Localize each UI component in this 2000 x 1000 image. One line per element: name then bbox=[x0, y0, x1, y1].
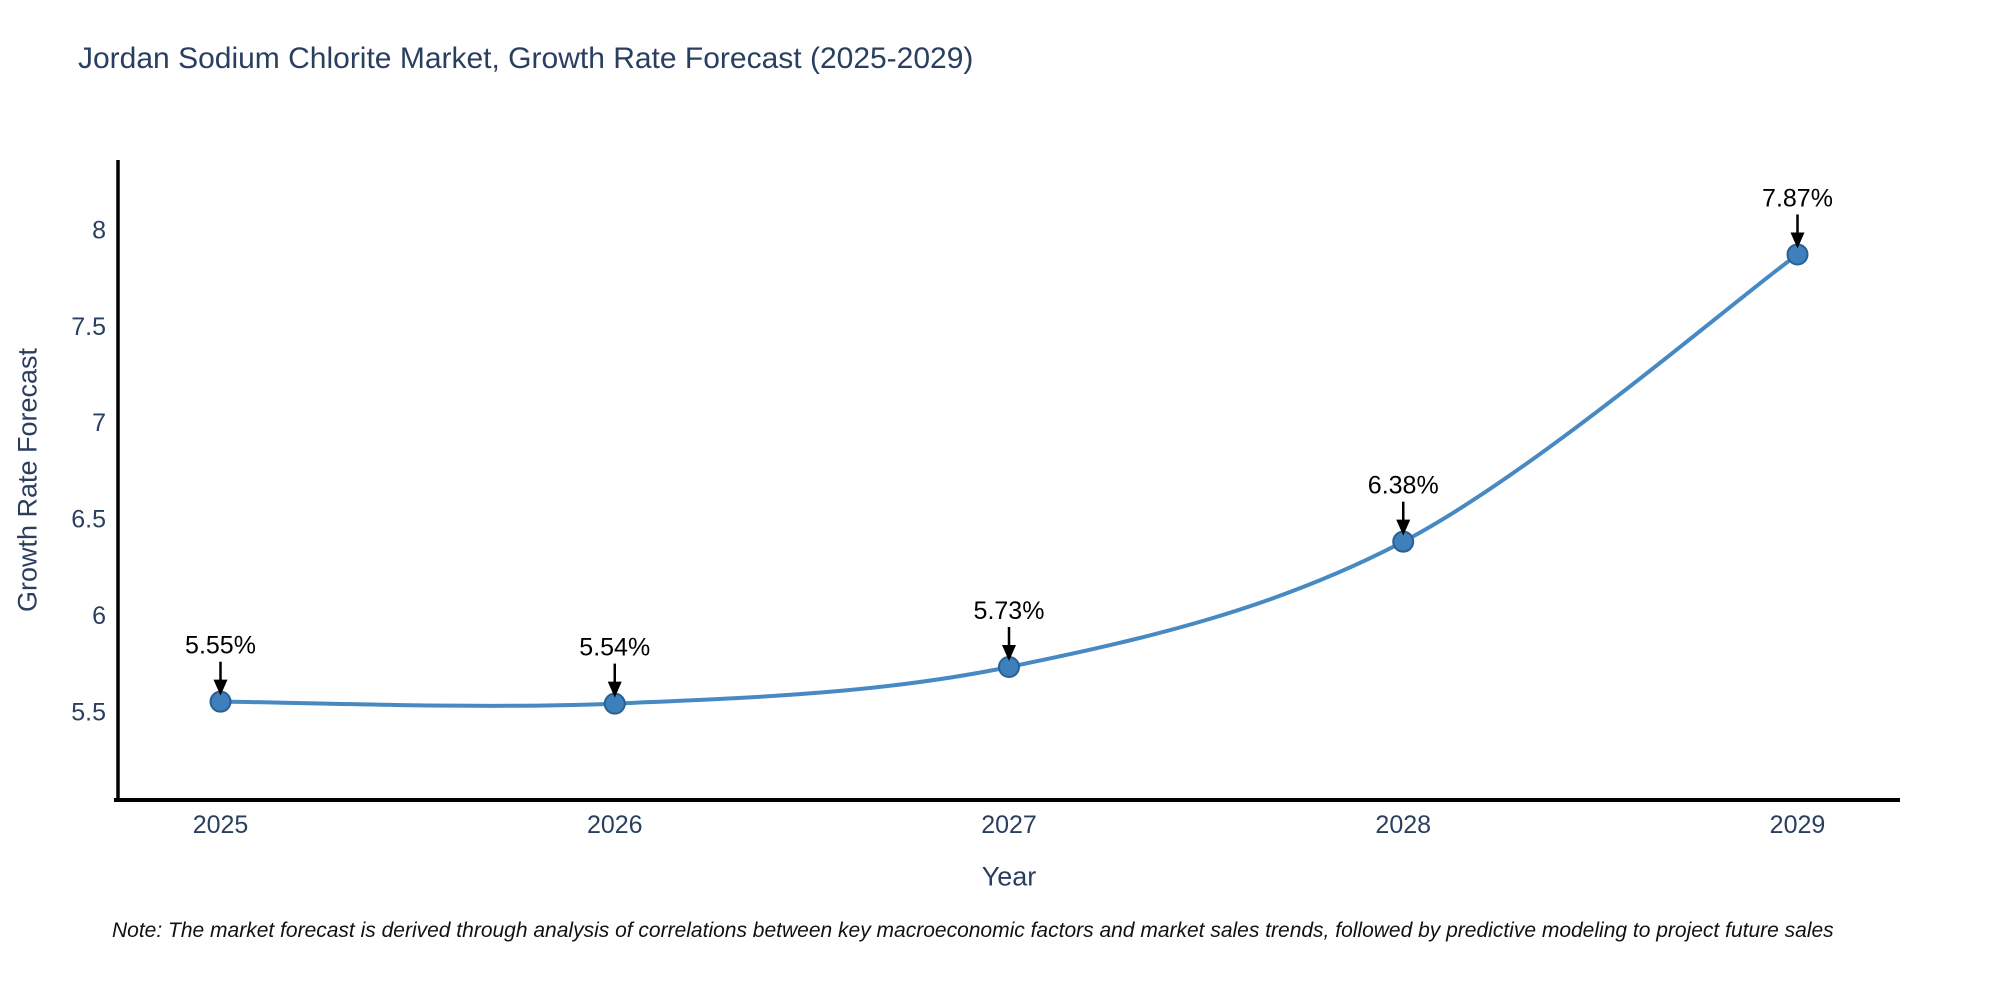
annotation-arrowhead-icon bbox=[607, 681, 622, 698]
annotation-arrowhead-icon bbox=[213, 679, 228, 696]
y-tick-label: 8 bbox=[92, 216, 106, 244]
x-tick-label: 2027 bbox=[981, 811, 1037, 839]
footnote: Note: The market forecast is derived thr… bbox=[112, 919, 1834, 942]
annotation-arrowhead-icon bbox=[1002, 644, 1016, 661]
annotation-arrowhead-icon bbox=[1396, 519, 1411, 536]
annotation-arrowhead-icon bbox=[1790, 232, 1805, 249]
y-tick-label: 6.5 bbox=[71, 506, 106, 534]
point-value-label: 7.87% bbox=[1762, 184, 1833, 212]
x-axis-title: Year bbox=[981, 861, 1037, 892]
series-line bbox=[218, 252, 1800, 708]
point-value-label: 5.73% bbox=[974, 597, 1045, 625]
y-tick-label: 7.5 bbox=[71, 313, 106, 341]
y-axis-title: Growth Rate Forecast bbox=[12, 347, 43, 613]
point-value-label: 5.54% bbox=[579, 634, 650, 662]
point-value-label: 6.38% bbox=[1368, 472, 1439, 500]
x-tick-label: 2026 bbox=[587, 811, 643, 839]
point-value-label: 5.55% bbox=[185, 632, 256, 660]
y-tick-label: 6 bbox=[92, 602, 106, 630]
y-tick-label: 7 bbox=[92, 409, 106, 437]
x-tick-label: 2029 bbox=[1770, 811, 1826, 839]
x-tick-label: 2025 bbox=[193, 811, 249, 839]
x-tick-label: 2028 bbox=[1375, 811, 1431, 839]
y-tick-label: 5.5 bbox=[71, 698, 106, 726]
chart-title: Jordan Sodium Chlorite Market, Growth Ra… bbox=[78, 42, 974, 75]
